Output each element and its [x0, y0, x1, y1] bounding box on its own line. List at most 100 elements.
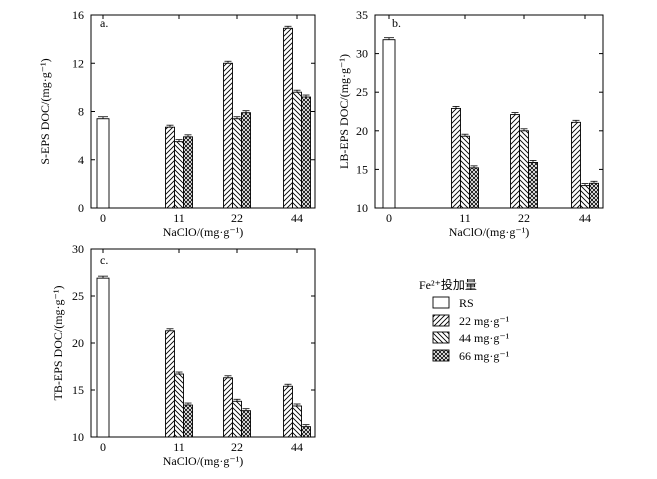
error-bar [461, 133, 469, 137]
bar-b-66-44 [589, 182, 599, 209]
error-bar [284, 383, 292, 387]
bar-a-66-22 [241, 112, 251, 209]
error-bar [242, 408, 250, 411]
bar-c-22-11 [165, 330, 175, 438]
bar-a-44-44 [292, 91, 302, 209]
bar-b-66-11 [469, 167, 479, 209]
bar-b-22-22 [510, 114, 520, 209]
error-bar [98, 275, 108, 279]
y-tick-label: 10 [72, 430, 84, 444]
bar-b-rs-0 [382, 39, 396, 209]
plot-frame [90, 248, 316, 438]
y-tick-label: 15 [356, 162, 368, 176]
x-tick-label: 44 [291, 440, 303, 454]
legend-swatch-22 [432, 314, 450, 327]
error-bar [452, 106, 460, 109]
bar-c-44-22 [232, 400, 242, 438]
y-tick-label: 35 [356, 8, 368, 22]
error-bar [166, 124, 174, 128]
x-tick-label: 0 [386, 211, 392, 225]
error-bar [302, 424, 310, 427]
error-bar [233, 398, 241, 402]
x-tick-label: 22 [518, 211, 530, 225]
bar-c-44-44 [292, 405, 302, 438]
x-tick-label: 22 [231, 211, 243, 225]
bar-c-44-11 [174, 373, 184, 438]
bar-b-22-44 [571, 121, 581, 209]
x-tick-label: 11 [459, 211, 471, 225]
y-tick-label: 20 [356, 124, 368, 138]
error-bar [572, 119, 580, 123]
bar-a-44-22 [232, 118, 242, 209]
y-tick-label: 0 [78, 201, 84, 215]
panel-label: a. [100, 16, 108, 30]
error-bar [184, 402, 192, 406]
error-bar [233, 116, 241, 119]
y-tick-label: 25 [356, 85, 368, 99]
error-bar [184, 134, 192, 137]
error-bar [175, 139, 183, 142]
y-tick-label: 16 [72, 8, 84, 22]
bar-b-22-11 [451, 107, 461, 209]
panel-a: 0 4 8 12 16 0 11 22 44 a. NaClO/(mg·g⁻¹) S-EPS DOC/… [38, 8, 316, 239]
plot-frame [374, 14, 604, 209]
bar-c-66-22 [241, 410, 251, 438]
x-tick-label: 22 [231, 440, 243, 454]
x-tick-label: 11 [173, 211, 185, 225]
error-bar [242, 110, 250, 113]
error-bar [520, 128, 528, 131]
bar-a-66-11 [183, 136, 193, 209]
bar-c-66-11 [183, 404, 193, 438]
legend-title: Fe²⁺投加量 [419, 277, 477, 292]
error-bar [590, 180, 598, 184]
x-axis-label: NaClO/(mg·g⁻¹) [163, 454, 244, 468]
error-bar [384, 37, 394, 40]
bar-a-rs-0 [96, 118, 110, 209]
bar-c-22-22 [223, 377, 233, 438]
y-tick-label: 30 [356, 47, 368, 61]
error-bar [224, 60, 232, 64]
x-axis-label: NaClO/(mg·g⁻¹) [449, 225, 530, 239]
error-bar [98, 116, 108, 119]
y-tick-label: 4 [78, 153, 84, 167]
legend-label-44: 44 mg·g⁻¹ [459, 331, 510, 345]
legend: Fe²⁺投加量 RS 22 mg·g⁻¹ 44 mg·g⁻¹ 66 mg·g⁻¹ [419, 277, 510, 363]
x-axis-label: NaClO/(mg·g⁻¹) [163, 225, 244, 239]
legend-swatch-44 [432, 331, 450, 344]
bar-a-22-44 [283, 27, 293, 209]
bar-a-66-44 [301, 96, 311, 209]
panel-label: b. [392, 16, 401, 30]
bar-c-66-44 [301, 426, 311, 438]
error-bar [293, 403, 301, 406]
bar-b-44-22 [519, 130, 529, 209]
x-tick-label: 44 [579, 211, 591, 225]
bar-a-22-22 [223, 62, 233, 209]
panel-b: 10 15 20 25 30 35 0 11 22 44 b. NaClO/(mg·g⁻¹) LB-EP… [337, 8, 604, 239]
x-tick-label: 11 [173, 440, 185, 454]
error-bar [166, 328, 174, 331]
bar-c-22-44 [283, 385, 293, 438]
y-axis-label: S-EPS DOC/(mg·g⁻¹) [38, 58, 52, 164]
bar-a-44-11 [174, 141, 184, 209]
panel-c: 10 15 20 25 30 0 11 22 44 c. NaClO/(mg·g⁻¹) TB-EPS … [51, 242, 316, 468]
error-bar [175, 371, 183, 375]
panel-label: c. [100, 253, 108, 267]
x-tick-label: 0 [100, 440, 106, 454]
y-tick-label: 30 [72, 242, 84, 256]
error-bar [284, 25, 292, 29]
y-tick-label: 12 [72, 56, 84, 70]
y-tick-label: 20 [72, 336, 84, 350]
y-tick-label: 10 [356, 201, 368, 215]
error-bar [224, 375, 232, 378]
bar-b-44-11 [460, 135, 470, 209]
legend-label-22: 22 mg·g⁻¹ [459, 314, 510, 328]
plot-frame [90, 14, 316, 209]
y-axis-label: TB-EPS DOC/(mg·g⁻¹) [51, 286, 65, 401]
x-tick-label: 0 [100, 211, 106, 225]
error-bar [529, 160, 537, 163]
error-bar [581, 183, 589, 186]
bar-c-rs-0 [96, 277, 110, 438]
legend-swatch-rs [432, 296, 450, 309]
legend-label-66: 66 mg·g⁻¹ [459, 349, 510, 363]
